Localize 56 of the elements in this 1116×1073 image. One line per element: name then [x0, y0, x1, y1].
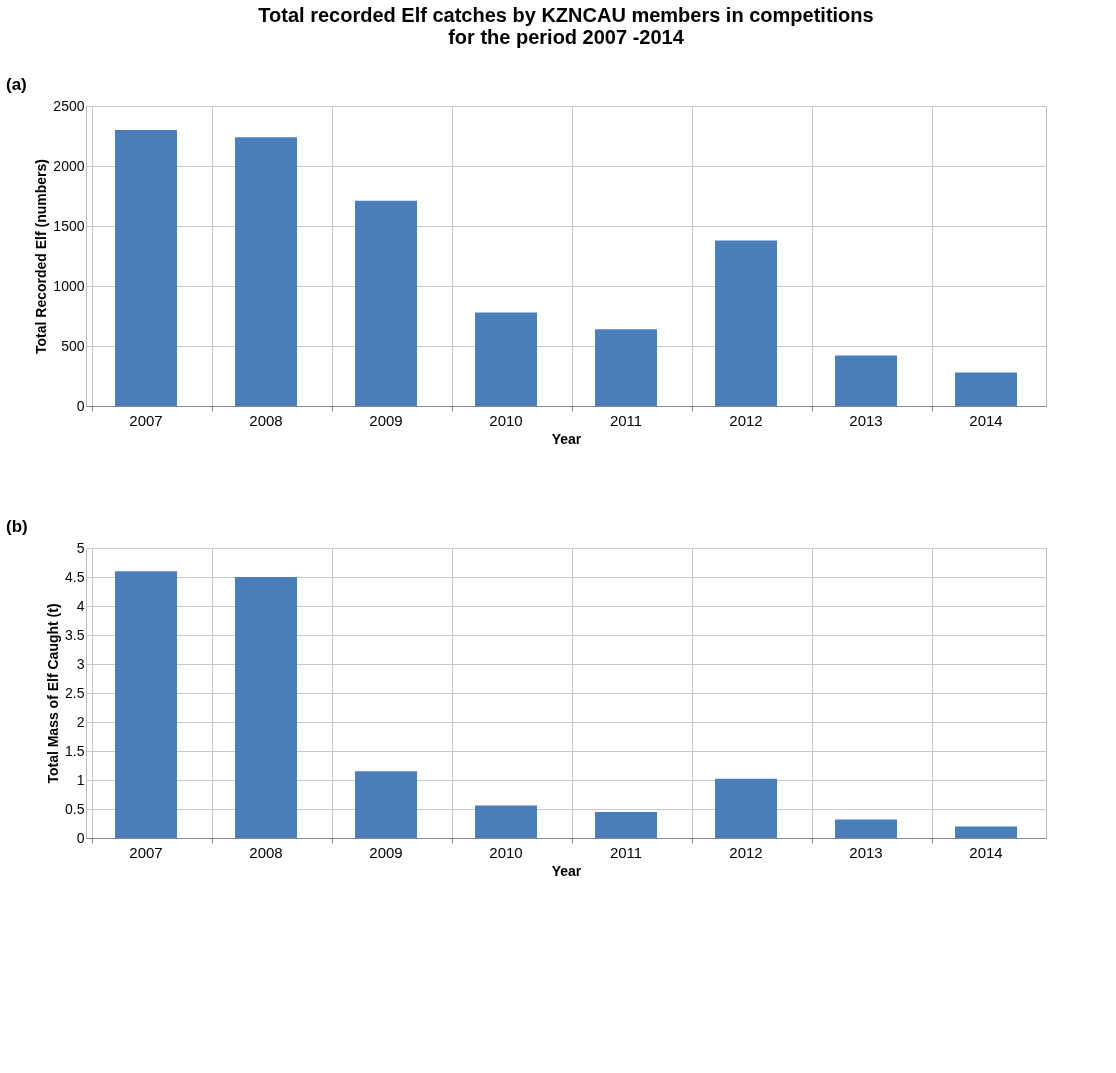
x-tick-label: 2007 — [129, 843, 163, 861]
x-tick-label: 2014 — [969, 843, 1003, 861]
x-tick-label: 2014 — [969, 411, 1003, 429]
x-tick-label: 2008 — [249, 411, 283, 429]
x-tick-label: 2013 — [849, 843, 883, 861]
x-tick-label: 2010 — [489, 843, 523, 861]
y-tick-label: 3.5 — [65, 626, 85, 643]
y-tick-label: 0.5 — [65, 800, 85, 817]
bar — [235, 577, 297, 838]
x-tick-label: 2012 — [729, 411, 763, 429]
y-axis-title: Total Mass of Elf Caught (t) — [45, 603, 62, 784]
text: (a) — [6, 75, 27, 94]
bar — [835, 819, 897, 838]
y-tick-label: 500 — [61, 337, 85, 354]
x-tick-label: 2012 — [729, 843, 763, 861]
x-tick-label: 2011 — [609, 843, 643, 861]
bar — [835, 355, 897, 406]
x-tick-label: 2013 — [849, 411, 883, 429]
bar — [355, 771, 417, 838]
y-tick-label: 1000 — [53, 277, 85, 294]
bar — [715, 240, 777, 406]
bar — [235, 137, 297, 406]
chart-title: Total recorded Elf catches by KZNCAU members in competitions for the period 2007 -2014 — [258, 4, 874, 48]
bar — [955, 826, 1017, 838]
y-tick-label: 1 — [76, 771, 85, 788]
y-tick-label: 2.5 — [65, 684, 85, 701]
y-tick-label: 0 — [76, 829, 85, 846]
bar — [115, 571, 177, 838]
x-tick-label: 2008 — [249, 843, 283, 861]
x-tick-label: 2010 — [489, 411, 523, 429]
bar — [115, 130, 177, 406]
bar — [475, 805, 537, 838]
bar — [955, 372, 1017, 406]
y-tick-label: 0 — [76, 397, 85, 414]
y-tick-label: 3 — [76, 655, 85, 672]
x-tick-label: 2007 — [129, 411, 163, 429]
y-tick-label: 1.5 — [65, 742, 85, 759]
y-axis-title: Total Recorded Elf (numbers) — [33, 159, 50, 354]
bar — [475, 312, 537, 406]
y-tick-label: 5 — [76, 539, 85, 556]
x-tick-label: 2009 — [369, 843, 403, 861]
x-axis-title: Year — [551, 862, 582, 879]
text: (b) — [6, 517, 28, 536]
y-tick-label: 1500 — [53, 217, 85, 234]
bar — [595, 329, 657, 406]
bar — [355, 200, 417, 406]
y-tick-label: 4 — [76, 597, 85, 614]
bar — [715, 778, 777, 838]
y-tick-label: 2000 — [53, 157, 85, 174]
x-axis-title: Year — [551, 430, 582, 447]
y-tick-label: 2 — [76, 713, 85, 730]
y-tick-label: 2500 — [53, 97, 85, 114]
y-tick-label: 4.5 — [65, 568, 85, 585]
x-tick-label: 2011 — [609, 411, 643, 429]
x-tick-label: 2009 — [369, 411, 403, 429]
bar — [595, 811, 657, 838]
